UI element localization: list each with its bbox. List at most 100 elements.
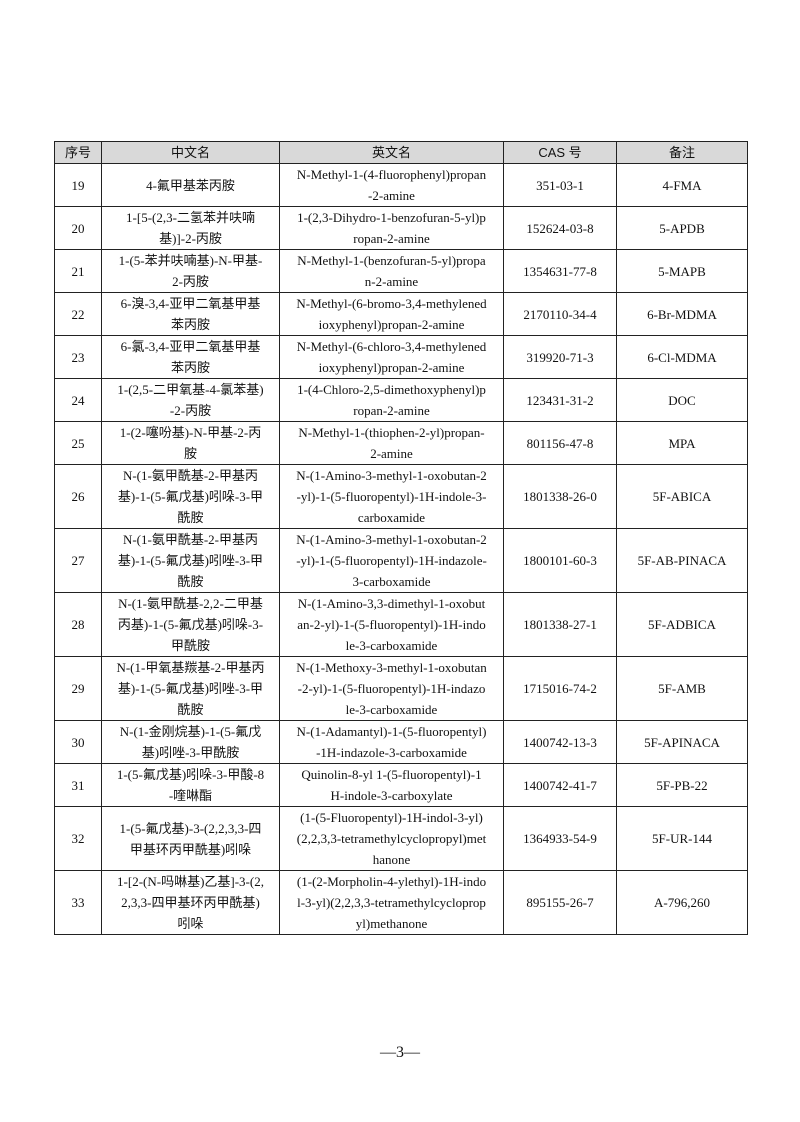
cell-chinese-name: 1-(2-噻吩基)-N-甲基-2-丙胺 bbox=[101, 421, 280, 465]
cell-english-name-line: 1-(4-Chloro-2,5-dimethoxyphenyl)p bbox=[297, 382, 486, 397]
cell-chinese-name: N-(1-金刚烷基)-1-(5-氟戊 基)吲唑-3-甲酰胺 bbox=[101, 720, 280, 764]
table-row: 28 N-(1-氨甲酰基-2,2-二甲基 丙基)-1-(5-氟戊基)吲哚-3- 甲酰胺… bbox=[54, 592, 748, 657]
cell-english-name: Quinolin-8-yl 1-(5-fluoropentyl)-1 H-indo… bbox=[279, 763, 504, 807]
cell-chinese-name-line: 1-[5-(2,3-二氢苯并呋喃 bbox=[126, 210, 255, 225]
table-row: 33 1-[2-(N-吗啉基)乙基]-3-(2, 2,3,3-四甲基环丙甲酰基) 吲哚… bbox=[54, 870, 748, 935]
header-chinese-name: 中文名 bbox=[101, 141, 280, 164]
cell-cas: 1715016-74-2 bbox=[503, 656, 617, 721]
cell-english-name-line: ropan-2-amine bbox=[353, 403, 430, 418]
header-english-name: 英文名 bbox=[279, 141, 504, 164]
cell-english-name-line: N-Methyl-(6-bromo-3,4-methylened bbox=[296, 296, 487, 311]
cell-note: 5-MAPB bbox=[616, 249, 748, 293]
cell-no: 27 bbox=[54, 528, 102, 593]
cell-cas: 1364933-54-9 bbox=[503, 806, 617, 871]
cell-chinese-name-line: N-(1-金刚烷基)-1-(5-氟戊 bbox=[119, 724, 262, 739]
cell-english-name: N-(1-Amino-3-methyl-1-oxobutan-2 -yl)-1-(… bbox=[279, 464, 504, 529]
cell-chinese-name-line: -2-丙胺 bbox=[169, 403, 212, 418]
cell-chinese-name-line: 甲酰胺 bbox=[170, 638, 210, 653]
cell-chinese-name-line: 基)-1-(5-氟戊基)吲唑-3-甲 bbox=[117, 553, 264, 568]
table-header-row: 序号 中文名 英文名 CAS 号 备注 bbox=[54, 141, 748, 164]
cell-no: 32 bbox=[54, 806, 102, 871]
cell-no: 22 bbox=[54, 292, 102, 336]
cell-cas: 1800101-60-3 bbox=[503, 528, 617, 593]
cell-chinese-name-line: 1-(2,5-二甲氧基-4-氯苯基) bbox=[117, 382, 264, 397]
cell-note: 5F-UR-144 bbox=[616, 806, 748, 871]
cell-english-name-line: le-3-carboxamide bbox=[345, 638, 438, 653]
cell-english-name-line: ropan-2-amine bbox=[353, 231, 430, 246]
cell-note: 4-FMA bbox=[616, 163, 748, 207]
cell-note: MPA bbox=[616, 421, 748, 465]
cell-english-name-line: N-Methyl-(6-chloro-3,4-methylened bbox=[296, 339, 487, 354]
cell-english-name: N-(1-Amino-3,3-dimethyl-1-oxobut an-2-yl)… bbox=[279, 592, 504, 657]
table-row: 24 1-(2,5-二甲氧基-4-氯苯基) -2-丙胺 1-(4-Chloro-2,5… bbox=[54, 378, 748, 422]
cell-chinese-name: 1-[2-(N-吗啉基)乙基]-3-(2, 2,3,3-四甲基环丙甲酰基) 吲哚 bbox=[101, 870, 280, 935]
cell-cas: 1801338-26-0 bbox=[503, 464, 617, 529]
cell-english-name-line: 3-carboxamide bbox=[352, 574, 431, 589]
cell-cas: 1801338-27-1 bbox=[503, 592, 617, 657]
cell-chinese-name-line: 1-(2-噻吩基)-N-甲基-2-丙 bbox=[119, 425, 262, 440]
cell-english-name: 1-(4-Chloro-2,5-dimethoxyphenyl)p ropan-2… bbox=[279, 378, 504, 422]
cell-chinese-name-line: 丙基)-1-(5-氟戊基)吲哚-3- bbox=[117, 617, 264, 632]
cell-chinese-name-line: N-(1-氨甲酰基-2-甲基丙 bbox=[122, 532, 259, 547]
cell-english-name-line: N-Methyl-1-(thiophen-2-yl)propan- bbox=[298, 425, 485, 440]
cell-note: 5-APDB bbox=[616, 206, 748, 250]
cell-english-name-line: -2-amine bbox=[368, 188, 415, 203]
substance-table: 序号 中文名 英文名 CAS 号 备注 19 4-氟甲基苯丙胺 N-Methyl-1… bbox=[54, 141, 748, 935]
cell-chinese-name-line: N-(1-甲氧基羰基-2-甲基丙 bbox=[116, 660, 265, 675]
cell-chinese-name-line: 1-(5-氟戊基)吲哚-3-甲酸-8 bbox=[116, 767, 265, 782]
cell-chinese-name-line: 2,3,3-四甲基环丙甲酰基) bbox=[121, 895, 260, 910]
cell-english-name: (1-(2-Morpholin-4-ylethyl)-1H-indo l-3-yl… bbox=[279, 870, 504, 935]
header-cas: CAS 号 bbox=[503, 141, 617, 164]
cell-note: 6-Br-MDMA bbox=[616, 292, 748, 336]
table-row: 23 6-氯-3,4-亚甲二氧基甲基 苯丙胺 N-Methyl-(6-chloro-3… bbox=[54, 335, 748, 379]
cell-no: 23 bbox=[54, 335, 102, 379]
cell-chinese-name: 4-氟甲基苯丙胺 bbox=[101, 163, 280, 207]
cell-note: 5F-AB-PINACA bbox=[616, 528, 748, 593]
cell-chinese-name-line: 基)-1-(5-氟戊基)吲唑-3-甲 bbox=[117, 681, 264, 696]
cell-chinese-name-line: 1-(5-苯并呋喃基)-N-甲基- bbox=[118, 253, 263, 268]
cell-english-name: N-Methyl-1-(benzofuran-5-yl)propa n-2-ami… bbox=[279, 249, 504, 293]
header-no: 序号 bbox=[54, 141, 102, 164]
table-row: 32 1-(5-氟戊基)-3-(2,2,3,3-四 甲基环丙甲酰基)吲哚 (1-(5-… bbox=[54, 806, 748, 871]
table-row: 31 1-(5-氟戊基)吲哚-3-甲酸-8 -喹啉酯 Quinolin-8-yl 1-… bbox=[54, 763, 748, 807]
cell-english-name: N-Methyl-1-(4-fluorophenyl)propan -2-amin… bbox=[279, 163, 504, 207]
cell-cas: 1354631-77-8 bbox=[503, 249, 617, 293]
cell-english-name-line: le-3-carboxamide bbox=[345, 702, 438, 717]
cell-english-name-line: N-(1-Amino-3-methyl-1-oxobutan-2 bbox=[296, 532, 487, 547]
cell-english-name-line: ioxyphenyl)propan-2-amine bbox=[318, 317, 465, 332]
cell-chinese-name: N-(1-氨甲酰基-2-甲基丙 基)-1-(5-氟戊基)吲哚-3-甲 酰胺 bbox=[101, 464, 280, 529]
cell-chinese-name-line: N-(1-氨甲酰基-2,2-二甲基 bbox=[118, 596, 263, 611]
page-number: —3— bbox=[380, 1044, 420, 1061]
cell-english-name-line: -1H-indazole-3-carboxamide bbox=[316, 745, 467, 760]
table-row: 19 4-氟甲基苯丙胺 N-Methyl-1-(4-fluorophenyl)pro… bbox=[54, 163, 748, 207]
cell-chinese-name-line: 6-溴-3,4-亚甲二氧基甲基 bbox=[120, 296, 261, 311]
cell-note: 5F-APINACA bbox=[616, 720, 748, 764]
cell-english-name-line: 2-amine bbox=[370, 446, 413, 461]
table-row: 20 1-[5-(2,3-二氢苯并呋喃 基)]-2-丙胺 1-(2,3-Dihydro… bbox=[54, 206, 748, 250]
cell-chinese-name-line: 酰胺 bbox=[177, 702, 204, 717]
cell-english-name-line: (1-(5-Fluoropentyl)-1H-indol-3-yl) bbox=[300, 810, 483, 825]
cell-chinese-name: N-(1-氨甲酰基-2-甲基丙 基)-1-(5-氟戊基)吲唑-3-甲 酰胺 bbox=[101, 528, 280, 593]
cell-english-name: N-(1-Methoxy-3-methyl-1-oxobutan -2-yl)-1… bbox=[279, 656, 504, 721]
cell-chinese-name: 1-(5-氟戊基)吲哚-3-甲酸-8 -喹啉酯 bbox=[101, 763, 280, 807]
cell-chinese-name-line: 甲基环丙甲酰基)吲哚 bbox=[129, 841, 252, 857]
cell-chinese-name-line: N-(1-氨甲酰基-2-甲基丙 bbox=[122, 468, 259, 483]
cell-no: 29 bbox=[54, 656, 102, 721]
cell-english-name-line: N-(1-Adamantyl)-1-(5-fluoropentyl) bbox=[296, 724, 487, 739]
cell-note: DOC bbox=[616, 378, 748, 422]
cell-no: 30 bbox=[54, 720, 102, 764]
cell-english-name-line: yl)methanone bbox=[355, 916, 428, 931]
cell-chinese-name-line: 1-[2-(N-吗啉基)乙基]-3-(2, bbox=[117, 874, 264, 889]
cell-no: 25 bbox=[54, 421, 102, 465]
table-row: 27 N-(1-氨甲酰基-2-甲基丙 基)-1-(5-氟戊基)吲唑-3-甲 酰胺 N-(… bbox=[54, 528, 748, 593]
cell-no: 20 bbox=[54, 206, 102, 250]
cell-cas: 895155-26-7 bbox=[503, 870, 617, 935]
cell-chinese-name: 1-(5-苯并呋喃基)-N-甲基- 2-丙胺 bbox=[101, 249, 280, 293]
cell-chinese-name-line: 吲哚 bbox=[177, 916, 204, 931]
cell-chinese-name-line: 基)吲唑-3-甲酰胺 bbox=[141, 745, 240, 760]
cell-chinese-name: 6-氯-3,4-亚甲二氧基甲基 苯丙胺 bbox=[101, 335, 280, 379]
cell-english-name-line: 1-(2,3-Dihydro-1-benzofuran-5-yl)p bbox=[297, 210, 486, 225]
table-row: 22 6-溴-3,4-亚甲二氧基甲基 苯丙胺 N-Methyl-(6-bromo-3,… bbox=[54, 292, 748, 336]
cell-chinese-name-line: 2-丙胺 bbox=[172, 274, 209, 289]
cell-chinese-name-line: 胺 bbox=[183, 446, 197, 461]
